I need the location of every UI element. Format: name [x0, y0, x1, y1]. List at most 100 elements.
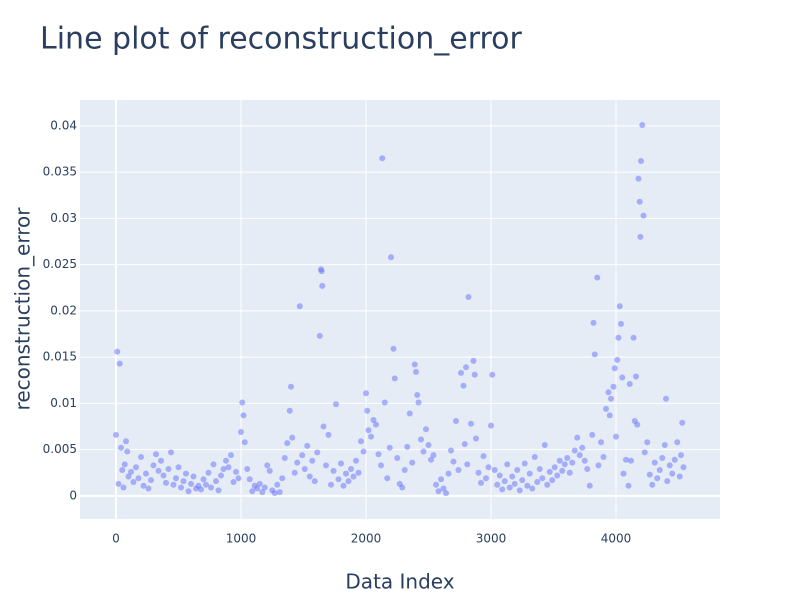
point — [210, 461, 217, 468]
point — [666, 462, 673, 469]
point — [473, 435, 479, 442]
point — [130, 479, 137, 486]
point — [123, 438, 129, 445]
point — [636, 198, 643, 205]
point — [155, 467, 162, 474]
point — [198, 486, 204, 493]
x-tick-label: 4000 — [601, 532, 632, 546]
point — [445, 470, 452, 477]
point — [340, 482, 347, 489]
point — [153, 451, 159, 458]
point — [541, 442, 548, 449]
x-tick-label: 2000 — [351, 532, 382, 546]
point — [455, 466, 462, 473]
point — [180, 478, 187, 485]
point — [504, 461, 511, 468]
point — [335, 476, 342, 483]
x-tick-label: 3000 — [476, 532, 507, 546]
point — [465, 294, 472, 301]
point — [330, 467, 337, 474]
point — [239, 399, 246, 406]
point — [299, 452, 306, 459]
point — [399, 484, 406, 491]
point — [616, 303, 623, 310]
point — [240, 412, 247, 419]
point — [120, 484, 127, 491]
point — [230, 479, 237, 486]
point — [468, 420, 474, 427]
point — [266, 467, 273, 474]
point — [140, 482, 147, 489]
point — [373, 421, 379, 428]
point — [316, 332, 323, 339]
point — [125, 473, 132, 480]
point — [218, 472, 224, 479]
point — [264, 462, 271, 469]
point — [138, 454, 144, 461]
point — [288, 383, 294, 390]
point — [559, 467, 566, 474]
y-tick-label: 0.02 — [50, 303, 77, 317]
point — [551, 464, 558, 471]
point — [175, 464, 182, 471]
point — [478, 479, 484, 486]
point — [328, 481, 334, 488]
point — [471, 371, 478, 378]
y-tick-label: 0.015 — [43, 350, 77, 364]
point — [529, 485, 536, 492]
point — [228, 452, 234, 459]
point — [430, 452, 437, 459]
point — [394, 454, 401, 461]
point — [365, 427, 372, 434]
point — [590, 319, 597, 326]
point — [368, 433, 374, 440]
y-tick-label: 0.03 — [50, 211, 77, 225]
point — [488, 422, 494, 429]
point — [556, 457, 563, 464]
point — [208, 484, 214, 491]
point — [536, 466, 543, 473]
point — [388, 254, 394, 261]
y-axis-title: reconstruction_error — [11, 207, 35, 411]
point — [261, 484, 268, 491]
point — [628, 457, 634, 464]
point — [375, 451, 382, 458]
y-tick-label: 0 — [69, 488, 77, 502]
point — [618, 320, 624, 327]
point — [343, 470, 349, 477]
point — [485, 464, 492, 471]
point — [124, 448, 131, 455]
point — [480, 453, 487, 460]
point — [213, 478, 219, 485]
point — [519, 477, 526, 484]
point — [271, 490, 278, 497]
point — [259, 489, 266, 496]
point — [215, 487, 222, 494]
point — [353, 457, 359, 464]
point — [158, 457, 164, 464]
point — [470, 357, 477, 364]
point — [619, 374, 626, 381]
point — [475, 469, 482, 476]
point — [304, 442, 311, 449]
point — [521, 460, 528, 467]
point — [309, 457, 316, 464]
point — [241, 439, 248, 446]
point — [458, 369, 464, 376]
point — [443, 490, 449, 497]
point — [606, 412, 613, 419]
x-axis-title: Data Index — [345, 570, 454, 594]
point — [594, 274, 601, 281]
point — [363, 390, 369, 397]
point — [133, 464, 139, 471]
point — [223, 457, 229, 464]
point — [571, 447, 578, 454]
point — [114, 348, 121, 355]
point — [581, 457, 588, 464]
point — [168, 449, 174, 456]
point — [680, 464, 687, 471]
point — [646, 471, 653, 478]
point — [291, 469, 298, 476]
point — [320, 423, 327, 430]
point — [381, 399, 388, 406]
